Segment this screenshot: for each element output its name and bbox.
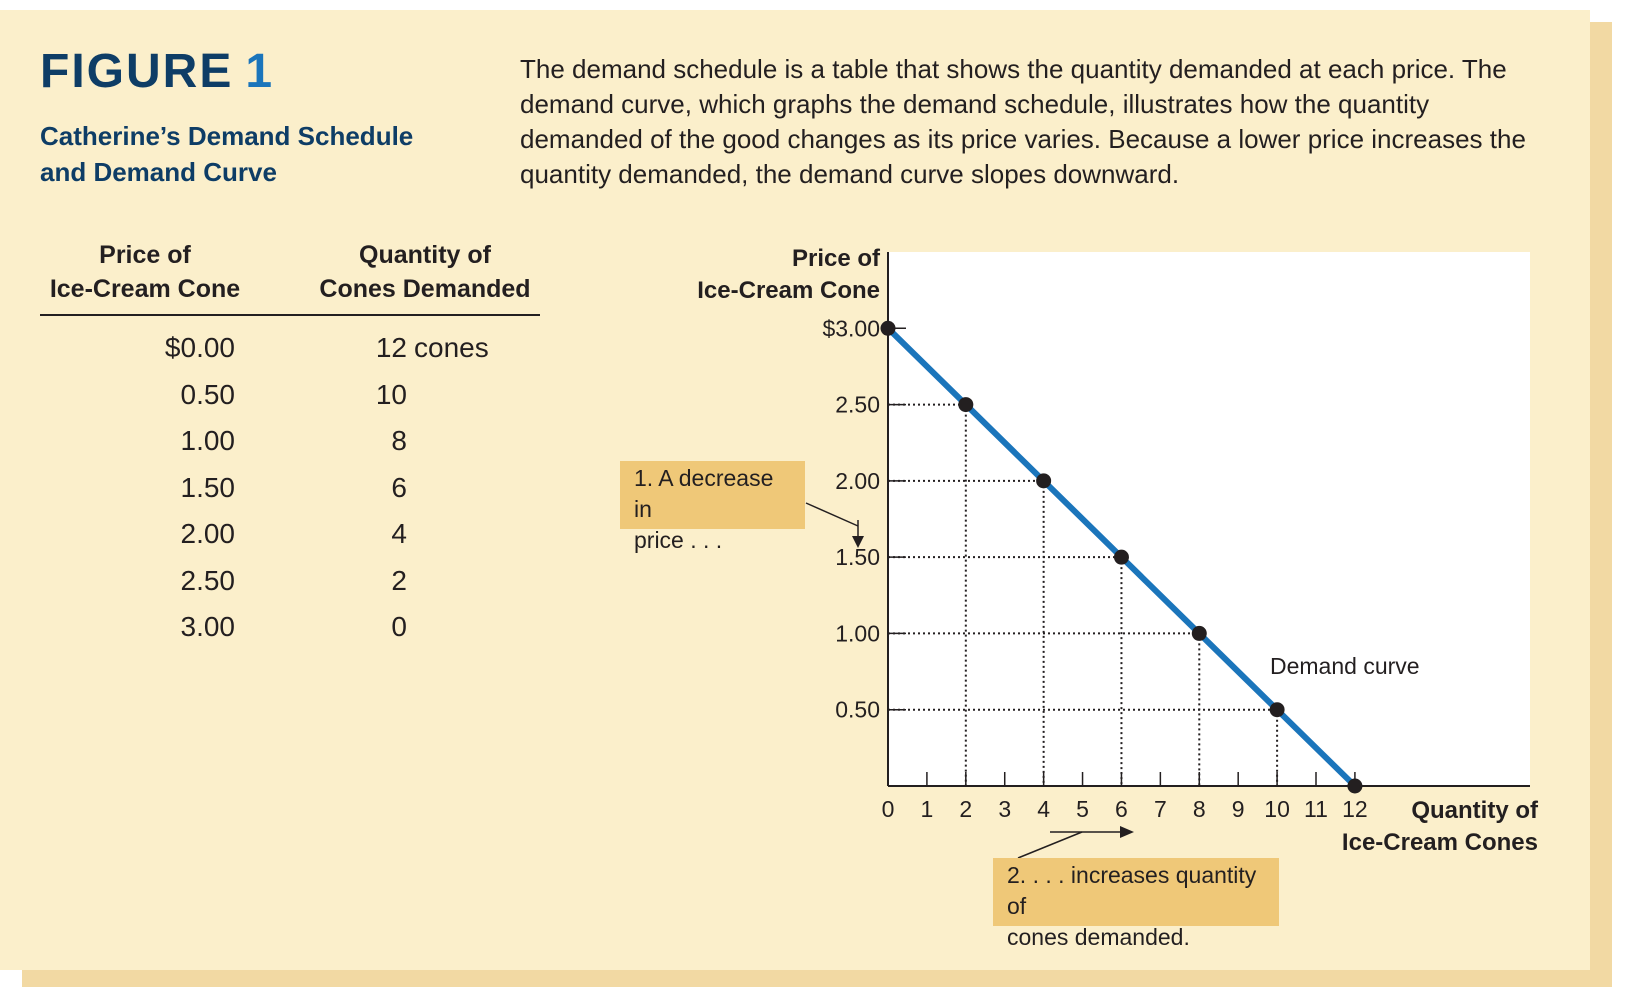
table-row: 2.50 2 bbox=[40, 557, 540, 604]
table-header: Price of Ice-Cream Cone Quantity of Cone… bbox=[40, 238, 540, 316]
data-point bbox=[1191, 625, 1207, 641]
price-column-header: Price of Ice-Cream Cone bbox=[40, 238, 250, 306]
x-tick-label: 6 bbox=[1115, 796, 1128, 822]
y-tick-label: 1.50 bbox=[835, 544, 880, 570]
y-axis-title-line1: Price of bbox=[792, 245, 881, 272]
quantity-column-header: Quantity of Cones Demanded bbox=[310, 238, 540, 306]
qty-header-line1: Quantity of bbox=[359, 241, 491, 269]
quantity-increase-arrow-head bbox=[1120, 826, 1134, 838]
table-row: 0.50 10 bbox=[40, 371, 540, 418]
price-cell: $0.00 bbox=[164, 332, 235, 363]
x-tick-label: 0 bbox=[882, 796, 895, 822]
figure-title-line1: Catherine’s Demand Schedule bbox=[40, 121, 414, 151]
annotation1-line2: price . . . bbox=[634, 527, 723, 553]
plot-area bbox=[888, 252, 1530, 786]
x-tick-label: 9 bbox=[1232, 796, 1245, 822]
annotation2-line1: 2. . . . increases quantity of bbox=[1007, 862, 1257, 919]
y-axis-title-line2: Ice-Cream Cone bbox=[697, 277, 880, 304]
table-body: $0.00 12 cones 0.50 10 1.00 8 1.50 6 2.00 4 2.50 2 3.… bbox=[40, 324, 540, 650]
price-cell: 2.00 bbox=[180, 518, 236, 549]
table-row: 1.00 8 bbox=[40, 417, 540, 464]
demand-schedule-table: Price of Ice-Cream Cone Quantity of Cone… bbox=[40, 238, 540, 650]
data-point bbox=[958, 397, 974, 413]
x-tick-label: 8 bbox=[1193, 796, 1206, 822]
x-tick-label: 10 bbox=[1264, 796, 1290, 822]
annotation1-pointer bbox=[805, 502, 859, 527]
table-row: 3.00 0 bbox=[40, 603, 540, 650]
price-cell: 3.00 bbox=[180, 611, 236, 642]
table-row: $0.00 12 cones bbox=[40, 324, 540, 371]
x-axis-title-line1: Quantity of bbox=[1411, 797, 1539, 824]
demand-curve-label: Demand curve bbox=[1270, 653, 1420, 679]
price-header-line1: Price of bbox=[99, 241, 191, 269]
quantity-cell: 0 bbox=[391, 611, 407, 642]
quantity-cell: 6 bbox=[391, 471, 407, 503]
price-cell: 0.50 bbox=[180, 378, 236, 410]
y-tick-label: 1.00 bbox=[835, 620, 880, 646]
figure-title: Catherine’s Demand Schedule and Demand C… bbox=[40, 118, 440, 190]
y-tick-label: 2.00 bbox=[835, 468, 880, 494]
price-decrease-arrow-head bbox=[852, 536, 864, 548]
price-cell: 1.00 bbox=[180, 425, 236, 456]
x-axis-title-line2: Ice-Cream Cones bbox=[1342, 829, 1538, 856]
annotation1-line1: 1. A decrease in bbox=[634, 465, 774, 522]
price-cell: 2.50 bbox=[180, 564, 236, 596]
data-point bbox=[1036, 473, 1052, 489]
quantity-cell: 10 bbox=[375, 378, 407, 410]
quantity-cell: 2 bbox=[391, 564, 407, 596]
price-header-line2: Ice-Cream Cone bbox=[49, 275, 241, 303]
table-row: 2.00 4 bbox=[40, 510, 540, 557]
x-tick-label: 12 bbox=[1342, 796, 1368, 822]
x-tick-label: 11 bbox=[1304, 796, 1328, 822]
figure-number: 1 bbox=[245, 45, 275, 98]
x-tick-label: 3 bbox=[998, 796, 1011, 822]
annotation-quantity-increase: 2. . . . increases quantity of cones dem… bbox=[993, 858, 1279, 950]
annotation2-line2: cones demanded. bbox=[1007, 924, 1190, 950]
data-point bbox=[1347, 778, 1363, 794]
annotation2-pointer bbox=[1017, 831, 1083, 859]
y-tick-label: 0.50 bbox=[835, 697, 880, 723]
price-cell: 1.50 bbox=[180, 471, 236, 503]
quantity-cell: 12 bbox=[375, 332, 407, 363]
data-point bbox=[1113, 549, 1129, 565]
quantity-cell: 4 bbox=[391, 518, 407, 549]
x-tick-label: 1 bbox=[921, 796, 934, 822]
x-tick-label: 2 bbox=[959, 796, 972, 822]
x-tick-label: 7 bbox=[1154, 796, 1167, 822]
y-tick-label: 2.50 bbox=[835, 392, 880, 418]
annotation-price-decrease: 1. A decrease in price . . . bbox=[620, 461, 805, 553]
table-row: 1.50 6 bbox=[40, 464, 540, 511]
x-tick-label: 4 bbox=[1037, 796, 1050, 822]
figure-label-text: FIGURE bbox=[40, 45, 234, 98]
y-tick-label: $3.00 bbox=[822, 315, 880, 341]
quantity-cell: 8 bbox=[391, 425, 407, 456]
data-point bbox=[880, 320, 896, 336]
quantity-unit: cones bbox=[414, 332, 489, 363]
x-tick-label: 5 bbox=[1076, 796, 1089, 822]
data-point bbox=[1269, 702, 1285, 718]
figure-label: FIGURE 1 bbox=[40, 44, 274, 99]
figure-caption: The demand schedule is a table that show… bbox=[520, 54, 1526, 189]
figure-title-line2: and Demand Curve bbox=[40, 157, 277, 187]
qty-header-line2: Cones Demanded bbox=[319, 275, 531, 303]
